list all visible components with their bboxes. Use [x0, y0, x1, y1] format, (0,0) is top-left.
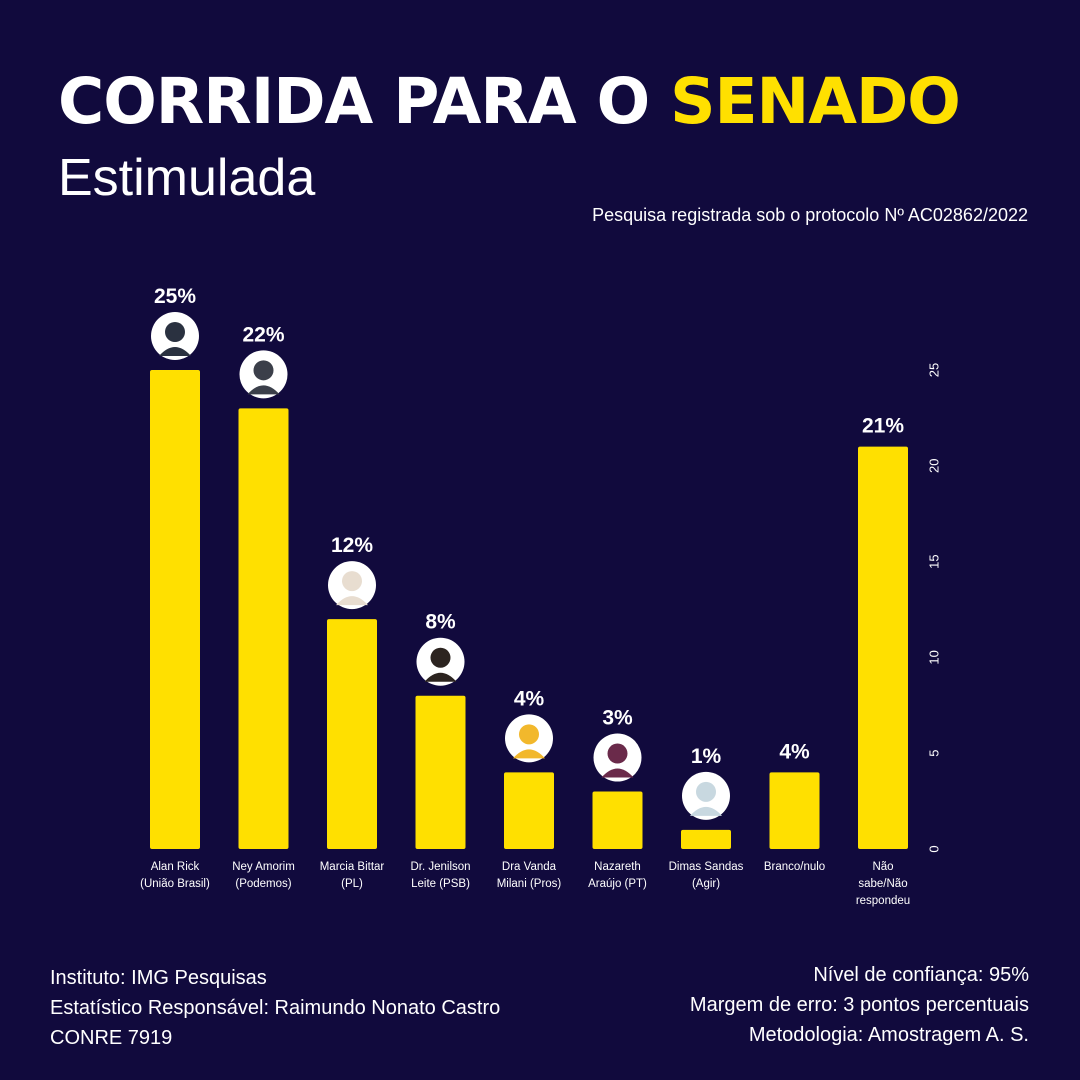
- footer-statistician: Estatístico Responsável: Raimundo Nonato…: [50, 997, 501, 1019]
- page-title: CORRIDA PARA O SENADO: [58, 62, 961, 142]
- y-tick-label: 10: [927, 650, 942, 664]
- data-label: 8%: [425, 611, 456, 634]
- y-tick-label: 15: [927, 554, 942, 568]
- candidate-photo-head: [253, 360, 274, 381]
- x-tick-label: Não: [872, 861, 893, 873]
- candidate-photo-body: [159, 347, 191, 356]
- footer-margin: Margem de erro: 3 pontos percentuais: [689, 994, 1029, 1016]
- footer-conre: CONRE 7919: [50, 1027, 173, 1049]
- title-accent: SENADO: [670, 65, 961, 138]
- x-tick-label: (Agir): [692, 878, 720, 890]
- x-tick-label: (Podemos): [235, 878, 291, 890]
- protocol-note: Pesquisa registrada sob o protocolo Nº A…: [592, 205, 1028, 225]
- y-tick-label: 25: [927, 363, 942, 377]
- data-label: 12%: [331, 534, 373, 557]
- y-tick-label: 0: [927, 845, 942, 852]
- bar: [415, 695, 466, 849]
- candidate-photo-body: [247, 385, 280, 395]
- candidate-photo-body: [690, 806, 722, 816]
- candidate-photo-head: [607, 743, 628, 764]
- candidate-photo-head: [519, 724, 539, 745]
- data-label: 21%: [862, 415, 904, 438]
- bar: [592, 791, 643, 849]
- footer-methodology: Nível de confiança: 95% Margem de erro: …: [690, 960, 1029, 1050]
- data-label: 4%: [514, 687, 545, 710]
- x-tick-label: Dr. Jenilson: [410, 861, 470, 873]
- x-tick-label: (PL): [341, 878, 363, 890]
- candidate-photo-body: [601, 768, 634, 778]
- x-tick-label: Leite (PSB): [411, 878, 470, 890]
- data-label: 4%: [779, 740, 810, 763]
- y-tick-label: 20: [927, 459, 942, 473]
- x-tick-label: Alan Rick: [151, 861, 200, 873]
- y-tick-label: 5: [927, 750, 942, 757]
- x-tick-label: sabe/Não: [858, 878, 907, 890]
- x-tick-label: Milani (Pros): [497, 878, 562, 890]
- bar: [327, 619, 377, 849]
- x-tick-label: Branco/nulo: [764, 861, 825, 873]
- title-main: CORRIDA PARA O: [58, 65, 671, 138]
- data-label: 25%: [154, 285, 196, 308]
- candidate-photo-body: [513, 749, 545, 759]
- bar: [681, 829, 731, 849]
- data-label: 1%: [691, 745, 722, 768]
- x-tick-label: Nazareth: [594, 861, 641, 873]
- page-subtitle: Estimulada: [58, 149, 316, 207]
- candidate-photo-body: [424, 672, 457, 682]
- x-tick-label: Araújo (PT): [588, 878, 647, 890]
- bar: [238, 408, 289, 849]
- bar: [504, 772, 554, 849]
- data-label: 22%: [242, 323, 284, 346]
- candidate-photo-body: [336, 596, 368, 606]
- bar: [769, 772, 820, 849]
- candidate-photo-head: [430, 647, 451, 668]
- footer-institute: Instituto: IMG Pesquisas: [50, 967, 267, 989]
- candidate-photo-head: [342, 571, 362, 592]
- data-label: 3%: [602, 707, 633, 730]
- footer-credits: Instituto: IMG Pesquisas Estatístico Res…: [50, 963, 500, 1053]
- footer-method: Metodologia: Amostragem A. S.: [748, 1024, 1029, 1046]
- footer-confidence: Nível de confiança: 95%: [813, 964, 1029, 986]
- x-tick-label: Dimas Sandas: [669, 861, 744, 873]
- x-tick-label: Dra Vanda: [502, 861, 557, 873]
- x-tick-label: Ney Amorim: [232, 861, 295, 873]
- x-tick-label: Marcia Bittar: [320, 861, 385, 873]
- candidate-photo-head: [165, 322, 185, 342]
- bar: [150, 370, 200, 849]
- candidate-photo-head: [696, 781, 716, 802]
- bar: [858, 446, 908, 849]
- x-tick-label: (União Brasil): [140, 878, 210, 890]
- x-tick-label: respondeu: [856, 895, 910, 907]
